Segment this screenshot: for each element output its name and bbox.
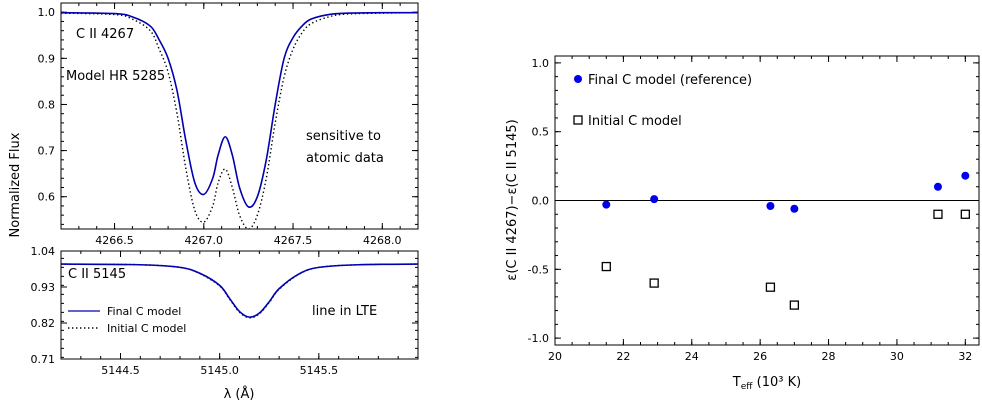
- final-model-point: [766, 202, 775, 211]
- final-model-point: [961, 171, 970, 180]
- right-xlabel: Teff (10³ K): [732, 375, 801, 392]
- p2-xtick-label: 30: [890, 350, 904, 363]
- legend-label-final: Final C model: [107, 305, 181, 318]
- bottom-left-annotation-line-id: C II 5145: [68, 267, 126, 282]
- p2-xtick-label: 32: [958, 350, 972, 363]
- p2-ytick-label: 1.0: [532, 57, 550, 70]
- p0-series-final: [61, 11, 418, 208]
- p1-ytick-label: 0.82: [31, 317, 56, 330]
- right-xlabel-main: T: [732, 375, 741, 390]
- initial-model-point: [960, 209, 970, 219]
- legend-marker-final: [574, 75, 582, 83]
- legend-label-final-reference: Final C model (reference): [588, 73, 752, 88]
- top-left-annotation-line-id: C II 4267: [76, 27, 134, 42]
- final-model-point: [602, 200, 611, 209]
- left-ylabel: Normalized Flux: [8, 132, 23, 237]
- initial-model-point: [933, 209, 943, 219]
- initial-model-point: [789, 300, 800, 310]
- final-model-point: [790, 204, 799, 213]
- p0-xtick-label: 4267.5: [274, 234, 313, 247]
- top-left-annotation-atomic: atomic data: [306, 151, 384, 166]
- p2-ytick-label: -0.5: [528, 263, 549, 276]
- p2-ytick-label: 0.0: [532, 195, 550, 208]
- bottom-left-series: [61, 263, 418, 319]
- top-left-annotation-model: Model HR 5285: [66, 69, 165, 84]
- p0-ytick-label: 0.7: [38, 145, 56, 158]
- p0-ytick-label: 0.8: [38, 98, 56, 111]
- right-ticks: 20 22 24 26 28 30 32 1.0 0.5 0.0 -0.5 -1.0: [528, 56, 979, 363]
- p0-ytick-label: 0.6: [38, 191, 56, 204]
- p1-xtick-label: 5145.0: [200, 364, 239, 377]
- top-left-panel: 4266.5 4267.0 4267.5 4268.01.00.90.80.70.6 …: [38, 2, 419, 247]
- final-model-point: [933, 182, 942, 191]
- p2-ytick-label: 0.5: [532, 126, 550, 139]
- initial-model-point: [765, 282, 776, 292]
- right-xlabel-sub: eff: [741, 382, 754, 392]
- p0-xtick-label: 4266.5: [95, 234, 134, 247]
- p1-series-final: [61, 263, 418, 318]
- legend-label-initial: Initial C model: [107, 322, 186, 335]
- right-series: [601, 171, 970, 310]
- p0-ytick-label: 0.9: [38, 52, 56, 65]
- initial-model-point: [649, 278, 659, 288]
- right-panel: 20 22 24 26 28 30 32 1.0 0.5 0.0 -0.5 -1.0 Final C …: [505, 55, 980, 392]
- p2-xtick-label: 24: [685, 350, 699, 363]
- top-left-series: [61, 11, 418, 229]
- right-ylabel: ε(C II 4267)−ε(C II 5145): [505, 119, 520, 280]
- p1-ytick-label: 0.93: [31, 281, 56, 294]
- bottom-left-panel: 5144.5 5145.0 5145.5 1.04 0.93 0.82 0.71 C II …: [31, 245, 419, 402]
- p0-series-initial: [61, 11, 418, 229]
- bottom-left-ticks: 5144.5 5145.0 5145.5 1.04 0.93 0.82 0.71: [31, 245, 419, 377]
- p1-ytick-label: 1.04: [31, 245, 56, 258]
- p2-xtick-label: 20: [548, 350, 562, 363]
- final-model-point: [650, 195, 659, 204]
- p1-xtick-label: 5144.5: [101, 364, 140, 377]
- p2-ytick-label: -1.0: [528, 332, 549, 345]
- legend-label-initial-model: Initial C model: [588, 114, 682, 129]
- top-left-annotation-sensitive: sensitive to: [306, 129, 381, 144]
- p0-xtick-label: 4268.0: [363, 234, 402, 247]
- p2-xtick-label: 22: [616, 350, 630, 363]
- initial-model-point: [601, 261, 611, 272]
- p0-ytick-label: 1.0: [38, 6, 56, 19]
- p2-xtick-label: 28: [822, 350, 836, 363]
- p1-ytick-label: 0.71: [31, 353, 56, 366]
- legend-marker-initial: [573, 115, 583, 125]
- bottom-left-annotation-lte: line in LTE: [312, 304, 377, 319]
- bottom-left-xlabel: λ (Å): [224, 386, 255, 402]
- p2-xtick-label: 26: [753, 350, 767, 363]
- p1-xtick-label: 5145.5: [300, 364, 339, 377]
- p0-xtick-label: 4267.0: [185, 234, 224, 247]
- right-xlabel-rest: (10³ K): [753, 375, 802, 390]
